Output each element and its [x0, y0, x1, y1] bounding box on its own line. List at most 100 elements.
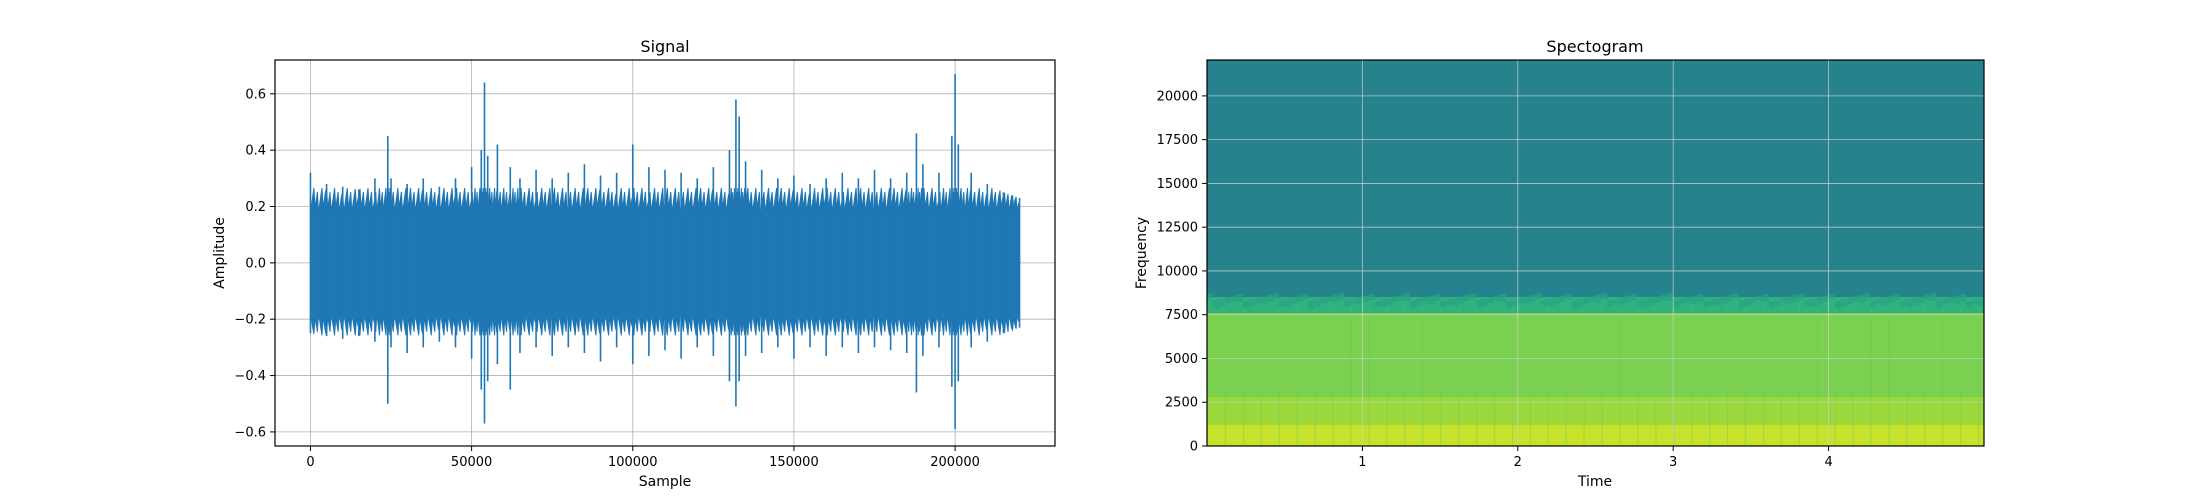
spectrogram-x-label: Time	[1577, 474, 1612, 490]
signal-y-tick-label: 0.4	[245, 144, 266, 159]
signal-y-tick-label: −0.6	[234, 425, 266, 440]
spectrogram-streak	[1744, 307, 1747, 446]
spectrogram-streak	[1727, 307, 1729, 446]
spectrogram-edge-cell	[1535, 293, 1542, 300]
signal-x-tick-label: 50000	[451, 455, 492, 470]
spectrogram-edge-cell	[1553, 297, 1560, 305]
spectrogram-edge-cell	[1434, 294, 1441, 301]
spectrogram-y-tick-label: 2500	[1165, 396, 1198, 411]
spectrogram-edge-cell	[1882, 297, 1889, 306]
signal-plot-frame	[274, 59, 1056, 447]
spectrogram-edge-cell	[1727, 294, 1733, 301]
spectrogram-edge-cell	[1756, 295, 1763, 301]
spectrogram-edge-cell	[1314, 299, 1321, 307]
spectrogram-x-tick-label: 1	[1358, 455, 1366, 470]
spectrogram-edge-cell	[1547, 298, 1554, 307]
spectrogram-edge-cell	[1774, 299, 1781, 306]
spectrogram-x-tick-label: 3	[1669, 455, 1677, 470]
spectrogram-streak	[1960, 307, 1962, 446]
spectrogram-edge-cell	[1464, 294, 1470, 301]
spectrogram-edge-cell	[1487, 297, 1494, 304]
spectrogram-edge-cell	[1924, 294, 1931, 300]
spectrogram-edge-cell	[1440, 301, 1447, 308]
spectrogram-edge-cell	[1661, 294, 1668, 300]
spectrogram-streak	[1691, 307, 1693, 446]
spectrogram-streak	[1529, 307, 1531, 446]
spectrogram-streak	[1296, 307, 1298, 446]
spectrogram-edge-cell	[1386, 298, 1393, 305]
spectrogram-x-tick-label: 2	[1514, 455, 1522, 470]
spectrogram-streak	[1422, 307, 1424, 446]
spectrogram-edge-cell	[1721, 296, 1727, 304]
spectrogram-streak	[1511, 307, 1513, 446]
spectrogram-streak	[1332, 307, 1334, 446]
spectrogram-edge-cell	[1332, 294, 1339, 303]
spectrogram-streak	[1224, 307, 1227, 446]
spectrogram-edge-cell	[1302, 294, 1309, 299]
spectrogram-edge-cell	[1607, 300, 1614, 307]
signal-y-tick-label: −0.2	[234, 313, 266, 328]
spectrogram-edge-cell	[1272, 293, 1279, 300]
spectrogram-edge-cell	[1571, 301, 1578, 310]
spectrogram-streak	[1978, 307, 1980, 446]
spectrogram-edge-cell	[1499, 294, 1506, 302]
spectrogram-edge-cell	[1344, 300, 1351, 307]
spectrogram-edge-cell	[1224, 297, 1231, 304]
spectrogram-y-tick-label: 10000	[1157, 264, 1198, 279]
signal-y-axis: −0.6 −0.4 −0.2 0.0 0.2 0.4 0.6	[234, 87, 275, 440]
spectrogram-streak	[1834, 307, 1836, 446]
spectrogram-edge-cell	[1804, 300, 1811, 306]
spectrogram-edge-cell	[1846, 298, 1853, 304]
spectrogram-edge-cell	[1236, 294, 1243, 302]
spectrogram-edge-cell	[1966, 301, 1973, 308]
spectrogram-streak	[1260, 307, 1262, 446]
signal-x-axis: 0 50000 100000 150000 200000	[306, 446, 980, 470]
spectrogram-edge-cell	[1284, 298, 1291, 307]
spectrogram-edge-cell	[1290, 297, 1297, 305]
spectrogram-edge-cell	[1637, 301, 1644, 307]
spectrogram-edge-cell	[1750, 297, 1757, 304]
spectrogram-edge-cell	[1972, 299, 1978, 305]
spectrogram-streak	[1458, 307, 1460, 446]
spectrogram-streak	[1476, 307, 1478, 446]
spectrogram-edge-cell	[1643, 299, 1650, 308]
spectrogram-streak	[1870, 307, 1872, 446]
spectrogram-edge-cell	[1876, 298, 1883, 304]
spectrogram-edge-cell	[1601, 293, 1608, 301]
spectrogram-edge-cell	[1798, 293, 1805, 300]
spectrogram-texture	[1207, 293, 1984, 446]
spectrogram-edge-cell	[1625, 295, 1632, 303]
signal-y-tick-label: 0.6	[245, 87, 266, 102]
signal-y-label: Amplitude	[212, 217, 228, 289]
spectrogram-streak	[1350, 307, 1352, 446]
spectrogram-edge-cell	[1446, 299, 1453, 305]
spectrogram-edge-cell	[1422, 297, 1429, 303]
signal-chart: 0 50000 100000 150000 200000 −0.6 −0.4 −0.2 0.0…	[212, 37, 1056, 490]
signal-x-tick-label: 200000	[930, 455, 980, 470]
spectrogram-edge-cell	[1715, 298, 1721, 306]
spectrogram-y-tick-label: 17500	[1157, 133, 1198, 148]
spectrogram-edge-cell	[1589, 296, 1596, 302]
spectrogram-edge-cell	[1697, 294, 1704, 301]
spectrogram-y-axis: 0 2500 5000 7500 10000 12500 15000 17500 20000	[1157, 89, 1207, 455]
spectrogram-edge-cell	[1786, 296, 1793, 305]
spectrogram-edge-cell	[1744, 298, 1751, 306]
spectrogram-streak	[1493, 307, 1496, 446]
spectrogram-edge-cell	[1613, 298, 1620, 304]
spectrogram-streak	[1762, 307, 1765, 446]
spectrogram-edge-cell	[1948, 297, 1955, 303]
spectrogram-streak	[1673, 307, 1675, 446]
spectrogram-y-tick-label: 15000	[1157, 177, 1198, 192]
spectrogram-edge-cell	[1242, 301, 1249, 309]
spectrogram-streak	[1906, 307, 1908, 446]
spectrogram-edge-cell	[1810, 298, 1817, 307]
spectrogram-edge-cell	[1476, 300, 1482, 309]
spectrogram-edge-cell	[1362, 295, 1369, 303]
spectrogram-edge-cell	[1655, 296, 1662, 303]
spectrogram-edge-cell	[1260, 296, 1267, 305]
spectrogram-edge-cell	[1392, 296, 1399, 303]
spectrogram-edge-cell	[1207, 293, 1213, 299]
spectrogram-edge-cell	[1780, 298, 1787, 303]
spectrogram-streak	[1386, 307, 1388, 446]
